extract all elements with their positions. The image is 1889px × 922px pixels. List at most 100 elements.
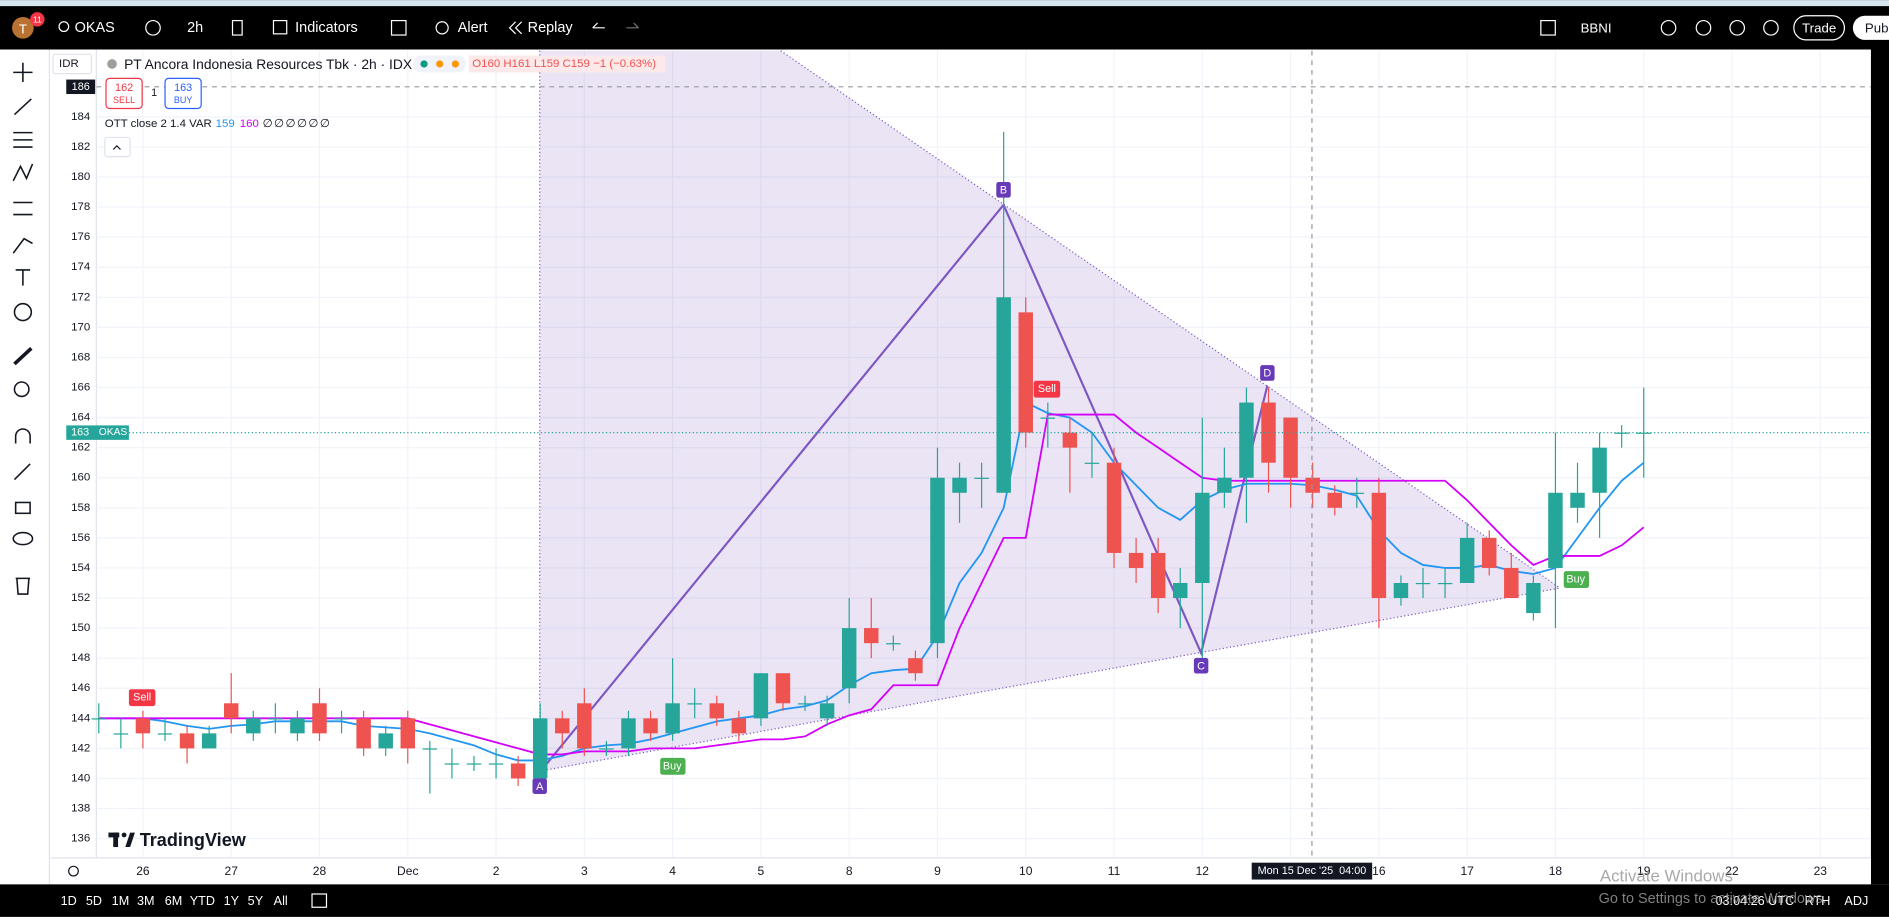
trade-button-box[interactable] xyxy=(1793,15,1846,41)
range-button[interactable]: 3M xyxy=(137,894,155,908)
range-button[interactable]: YTD xyxy=(190,894,215,908)
indicators-button[interactable]: Indicators xyxy=(295,20,358,36)
brush-tool[interactable] xyxy=(12,237,33,254)
candle-body xyxy=(930,477,945,644)
buy-button-box[interactable] xyxy=(164,77,202,110)
y-tick-label: 168 xyxy=(71,351,90,363)
avatar-letter: T xyxy=(19,22,27,37)
adjust-toggle[interactable]: ADJ xyxy=(1844,894,1868,908)
x-tick-label: 17 xyxy=(1460,864,1474,878)
publish-button-box[interactable] xyxy=(1852,15,1889,40)
session-toggle[interactable]: RTH xyxy=(1805,894,1831,908)
toolbar-icon[interactable] xyxy=(1763,19,1779,36)
candle-body xyxy=(775,673,791,704)
range-button[interactable]: 1D xyxy=(61,894,77,908)
currency[interactable]: IDR xyxy=(59,58,79,70)
window-strip xyxy=(0,0,1889,7)
y-tick-label: 166 xyxy=(71,382,90,394)
candle-body xyxy=(510,763,526,779)
symbol-search[interactable]: OKAS xyxy=(75,20,115,36)
sell-button-box[interactable] xyxy=(105,77,143,110)
replay-button[interactable]: Replay xyxy=(528,20,574,36)
magnet-tool[interactable] xyxy=(14,428,31,444)
visibility-tool[interactable] xyxy=(12,531,34,546)
x-tick-label: 22 xyxy=(1725,864,1739,878)
toolbar-icon[interactable] xyxy=(1695,19,1712,36)
lock-tool[interactable] xyxy=(14,501,31,515)
publish-button[interactable]: Publ xyxy=(1865,20,1889,35)
last-price-tag xyxy=(66,425,129,440)
x-tick-label: 18 xyxy=(1549,864,1563,878)
badge xyxy=(30,12,45,27)
pattern-tool[interactable] xyxy=(12,163,34,182)
range-button[interactable]: 6M xyxy=(165,894,183,908)
trendline-tool[interactable] xyxy=(13,98,32,116)
pattern-label: B xyxy=(1000,184,1007,196)
undo-button[interactable] xyxy=(592,22,605,29)
replay-icon[interactable] xyxy=(508,21,523,35)
toolbar-icon[interactable] xyxy=(1660,19,1677,36)
candle-body xyxy=(1415,582,1431,585)
range-button[interactable]: 1Y xyxy=(224,894,240,908)
icon-tool[interactable] xyxy=(13,302,33,322)
candle-body xyxy=(1062,432,1078,448)
crosshair-tool[interactable] xyxy=(13,62,33,83)
range-button[interactable]: 1M xyxy=(112,894,130,908)
y-tick-label: 140 xyxy=(71,772,90,784)
time-axis xyxy=(50,857,1871,885)
indicators-icon[interactable] xyxy=(272,19,288,35)
candle-body xyxy=(841,628,857,689)
forecast-tool[interactable] xyxy=(13,201,33,216)
x-tick-label: 2 xyxy=(493,864,500,878)
avatar[interactable] xyxy=(12,16,34,39)
add-symbol[interactable] xyxy=(145,19,161,36)
buy-price[interactable]: 163 xyxy=(174,82,192,94)
alert-icon[interactable] xyxy=(435,21,449,35)
bottom-bar xyxy=(0,884,1889,917)
x-tick-label: 12 xyxy=(1196,864,1210,878)
draw-mode-tool[interactable] xyxy=(13,463,31,481)
zoom-tool[interactable] xyxy=(13,381,30,398)
text-tool[interactable] xyxy=(15,269,31,286)
order-quantity[interactable]: 1 xyxy=(151,87,157,99)
search-icon[interactable] xyxy=(58,21,70,33)
range-button[interactable]: 5Y xyxy=(248,894,264,908)
candle-body xyxy=(1437,582,1453,585)
interval-button[interactable]: 2h xyxy=(187,20,203,36)
currency-box[interactable] xyxy=(52,53,93,75)
candle-body xyxy=(157,733,173,735)
sell-price[interactable]: 162 xyxy=(115,82,133,94)
alert-button[interactable]: Alert xyxy=(458,20,488,36)
range-button[interactable]: 5D xyxy=(86,894,102,908)
sell-button[interactable]: SELL xyxy=(113,95,135,105)
candle-body xyxy=(91,718,107,720)
layouts-button[interactable] xyxy=(390,19,407,36)
chart-type-button[interactable] xyxy=(231,19,243,36)
candle-body xyxy=(731,718,747,734)
ui-texts: T 11 OKAS 2h Indicators Alert Replay BBNI Trade P… xyxy=(12,12,1889,908)
buy-button[interactable]: BUY xyxy=(174,95,193,105)
layout-toggle[interactable] xyxy=(1540,19,1556,36)
toolbar-icon[interactable] xyxy=(1729,19,1746,36)
measure-tool[interactable] xyxy=(13,346,33,366)
indicator-value: 160 xyxy=(240,118,259,130)
candle-body xyxy=(1283,417,1298,478)
delete-tool[interactable] xyxy=(15,577,31,595)
axis-settings[interactable] xyxy=(68,865,79,877)
candle-body xyxy=(665,703,680,734)
redo-button[interactable] xyxy=(626,22,639,29)
trade-button[interactable]: Trade xyxy=(1802,20,1836,35)
logo-mark xyxy=(113,832,119,848)
fib-tool[interactable] xyxy=(13,131,33,148)
compare-symbol[interactable]: BBNI xyxy=(1581,20,1612,35)
y-tick-label: 162 xyxy=(71,442,90,454)
date-range-icon[interactable] xyxy=(311,893,328,908)
price-axis: 136 138 140 142 144 146 148 150 152 154 156 158 160 1… xyxy=(71,111,91,845)
y-tick-label: 150 xyxy=(71,622,90,634)
badge-count: 11 xyxy=(33,14,42,24)
indicator-name: OTT close 2 1.4 VAR xyxy=(105,118,212,130)
range-button[interactable]: All xyxy=(274,894,288,908)
candle-body xyxy=(1393,582,1409,599)
ott-line xyxy=(98,413,1645,756)
right-edge xyxy=(1870,49,1889,885)
